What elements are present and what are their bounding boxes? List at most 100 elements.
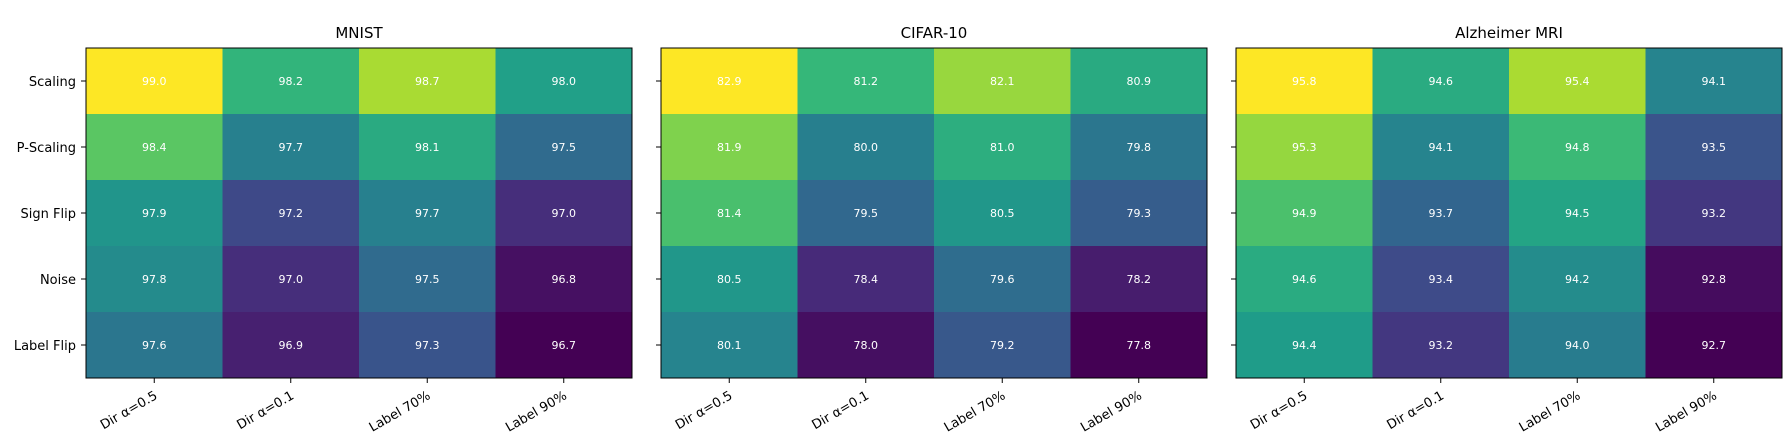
heatmap-cell [797, 312, 935, 379]
cell-value-label: 95.3 [1292, 141, 1317, 154]
cell-value-label: 93.2 [1429, 339, 1454, 352]
cell-value-label: 92.8 [1702, 273, 1727, 286]
heatmap-cell [359, 114, 496, 181]
cell-value-label: 78.2 [1127, 273, 1152, 286]
heatmap-cell [86, 48, 223, 115]
heatmap-cell [1236, 312, 1373, 379]
x-tick-label: Label 90% [1078, 388, 1144, 435]
heatmap-cell [222, 180, 360, 247]
heatmap-cell [86, 246, 223, 313]
x-tick-label: Dir α=0.5 [1248, 388, 1310, 433]
panel-title: CIFAR-10 [901, 24, 968, 42]
cell-value-label: 95.8 [1292, 75, 1317, 88]
heatmap-cell [1509, 48, 1646, 115]
heatmap-cell [1645, 246, 1783, 313]
x-tick-label: Dir α=0.5 [673, 388, 735, 433]
heatmap-cell [359, 48, 496, 115]
cell-value-label: 98.1 [415, 141, 440, 154]
cell-value-label: 98.4 [142, 141, 167, 154]
heatmap-cell [495, 246, 633, 313]
cell-value-label: 80.0 [854, 141, 879, 154]
heatmap-cell [1645, 312, 1783, 379]
y-tick-label: Sign Flip [21, 207, 76, 222]
heatmap-cell [495, 48, 633, 115]
heatmap-panel-cifar10: CIFAR-10 82.9 81.2 82.1 80.9 81.9 80.0 81.0 79.8… [656, 24, 1208, 436]
cell-value-label: 79.3 [1127, 207, 1152, 220]
heatmap-cell [86, 114, 223, 181]
x-tick-label: Dir α=0.1 [1384, 388, 1446, 433]
cell-value-label: 81.0 [990, 141, 1015, 154]
cell-value-label: 97.7 [415, 207, 440, 220]
cell-value-label: 93.2 [1702, 207, 1727, 220]
cell-value-label: 78.0 [854, 339, 879, 352]
heatmap-cell [797, 246, 935, 313]
heatmap-panel-alzheimer-mri: Alzheimer MRI 95.8 94.6 95.4 94.1 95.3 94.1 94.… [1231, 24, 1783, 436]
heatmap-cell [222, 48, 360, 115]
heatmap-cell [359, 246, 496, 313]
heatmap-cell [1236, 114, 1373, 181]
heatmap-cell [661, 312, 798, 379]
cell-value-label: 97.9 [142, 207, 167, 220]
cell-value-label: 93.4 [1429, 273, 1454, 286]
cell-value-label: 96.7 [552, 339, 577, 352]
heatmap-cell [222, 114, 360, 181]
cell-value-label: 92.7 [1702, 339, 1727, 352]
cell-value-label: 82.9 [717, 75, 742, 88]
cell-value-label: 80.5 [990, 207, 1015, 220]
cell-value-label: 79.2 [990, 339, 1015, 352]
heatmap-cell [1236, 48, 1373, 115]
cell-value-label: 94.1 [1702, 75, 1727, 88]
heatmap-cell [1070, 180, 1208, 247]
heatmap-cell [797, 180, 935, 247]
cell-value-label: 97.6 [142, 339, 167, 352]
heatmap-cell [1236, 180, 1373, 247]
cell-value-label: 94.0 [1565, 339, 1590, 352]
heatmap-cell [1645, 114, 1783, 181]
heatmap-cell [934, 114, 1071, 181]
heatmap-cell [359, 180, 496, 247]
cell-value-label: 97.0 [279, 273, 304, 286]
heatmap-cell [934, 180, 1071, 247]
cell-value-label: 79.5 [854, 207, 879, 220]
heatmap-cell [1236, 246, 1373, 313]
y-tick-label: Label Flip [14, 339, 76, 354]
heatmap-cell [1070, 114, 1208, 181]
cell-value-label: 79.8 [1127, 141, 1152, 154]
cell-value-label: 94.4 [1292, 339, 1317, 352]
cell-value-label: 81.4 [717, 207, 742, 220]
cell-value-label: 79.6 [990, 273, 1015, 286]
heatmap-panel-mnist: MNIST 99.0 98.2 98.7 98.0 98.4 97.7 98.1 97.5 97.… [14, 24, 633, 436]
heatmap-cell [86, 180, 223, 247]
cell-value-label: 97.5 [415, 273, 440, 286]
cell-value-label: 97.2 [279, 207, 304, 220]
heatmap-cell [222, 312, 360, 379]
cell-value-label: 97.7 [279, 141, 304, 154]
panel-title: Alzheimer MRI [1455, 24, 1563, 42]
heatmap-cell [1372, 180, 1510, 247]
heatmap-cell [661, 180, 798, 247]
heatmap-cell [1372, 312, 1510, 379]
heatmap-cell [495, 114, 633, 181]
cell-value-label: 93.5 [1702, 141, 1727, 154]
heatmap-cell [1645, 180, 1783, 247]
cell-value-label: 81.2 [854, 75, 879, 88]
cell-value-label: 94.9 [1292, 207, 1317, 220]
heatmap-cell [1509, 246, 1646, 313]
cell-value-label: 94.6 [1429, 75, 1454, 88]
heatmap-cell [797, 48, 935, 115]
heatmap-cell [934, 246, 1071, 313]
cell-value-label: 94.8 [1565, 141, 1590, 154]
heatmap-cell [1372, 48, 1510, 115]
x-tick-label: Label 70% [942, 388, 1008, 435]
x-tick-label: Label 90% [1653, 388, 1719, 435]
cell-value-label: 98.7 [415, 75, 440, 88]
x-tick-label: Label 90% [503, 388, 569, 435]
cell-value-label: 81.9 [717, 141, 742, 154]
heatmap-cell [1372, 246, 1510, 313]
cell-value-label: 97.3 [415, 339, 440, 352]
x-tick-label: Dir α=0.5 [98, 388, 160, 433]
cell-value-label: 99.0 [142, 75, 167, 88]
cell-value-label: 98.0 [552, 75, 577, 88]
heatmap-cell [1070, 246, 1208, 313]
heatmap-cell [495, 312, 633, 379]
